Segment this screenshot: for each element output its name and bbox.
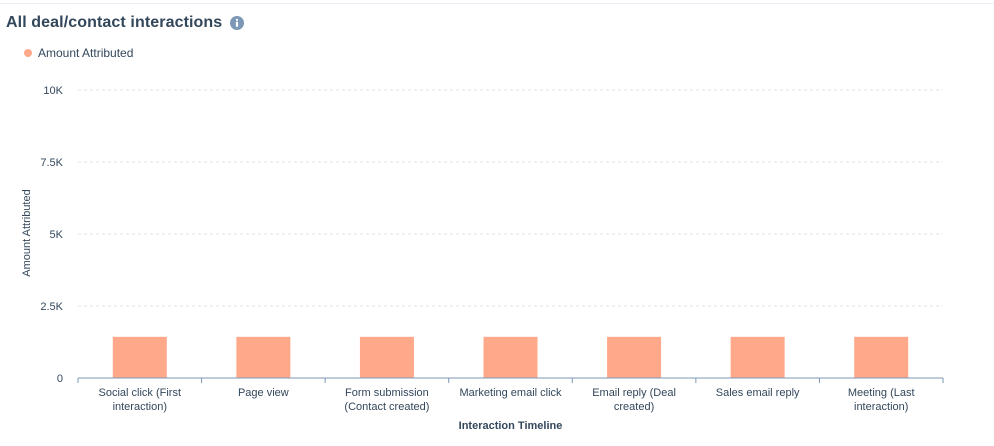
x-tick-label: Sales email reply bbox=[716, 387, 800, 399]
bar[interactable] bbox=[730, 336, 785, 378]
chart-legend[interactable]: Amount Attributed bbox=[24, 46, 133, 60]
x-tick-label: Email reply (Deal created) bbox=[592, 387, 676, 413]
top-divider bbox=[0, 3, 994, 4]
bar[interactable] bbox=[236, 336, 291, 378]
bars bbox=[112, 336, 909, 378]
x-axis-title: Interaction Timeline bbox=[459, 420, 563, 432]
bar[interactable] bbox=[359, 336, 414, 378]
bar[interactable] bbox=[112, 336, 167, 378]
bar[interactable] bbox=[854, 336, 909, 378]
bar[interactable] bbox=[483, 336, 538, 378]
y-tick-label: 10K bbox=[43, 85, 63, 97]
x-tick-label: Marketing email click bbox=[459, 387, 562, 399]
y-tick-label: 2.5K bbox=[40, 301, 63, 313]
x-tick-label: Meeting (Last interaction) bbox=[848, 387, 915, 413]
y-tick-label: 0 bbox=[57, 373, 63, 385]
bar[interactable] bbox=[607, 336, 662, 378]
legend-swatch bbox=[24, 49, 32, 57]
info-icon[interactable] bbox=[230, 16, 245, 30]
x-tick-label: Page view bbox=[238, 387, 289, 399]
legend-label: Amount Attributed bbox=[38, 46, 134, 60]
x-axis-ticks: Social click (First interaction) Page view… bbox=[77, 378, 944, 413]
x-tick-label: Form submission (Contact created) bbox=[344, 387, 429, 413]
y-tick-label: 7.5K bbox=[40, 157, 63, 169]
chart-header: All deal/contact interactions bbox=[6, 14, 245, 32]
y-tick-label: 5K bbox=[50, 229, 64, 241]
grid-lines bbox=[78, 89, 943, 307]
y-axis-title: Amount Attributed bbox=[21, 189, 33, 276]
x-tick-label: Social click (First interaction) bbox=[99, 387, 182, 413]
chart-title: All deal/contact interactions bbox=[6, 14, 223, 31]
y-axis-ticks: 0 2.5K 5K 7.5K 10K bbox=[40, 85, 63, 385]
